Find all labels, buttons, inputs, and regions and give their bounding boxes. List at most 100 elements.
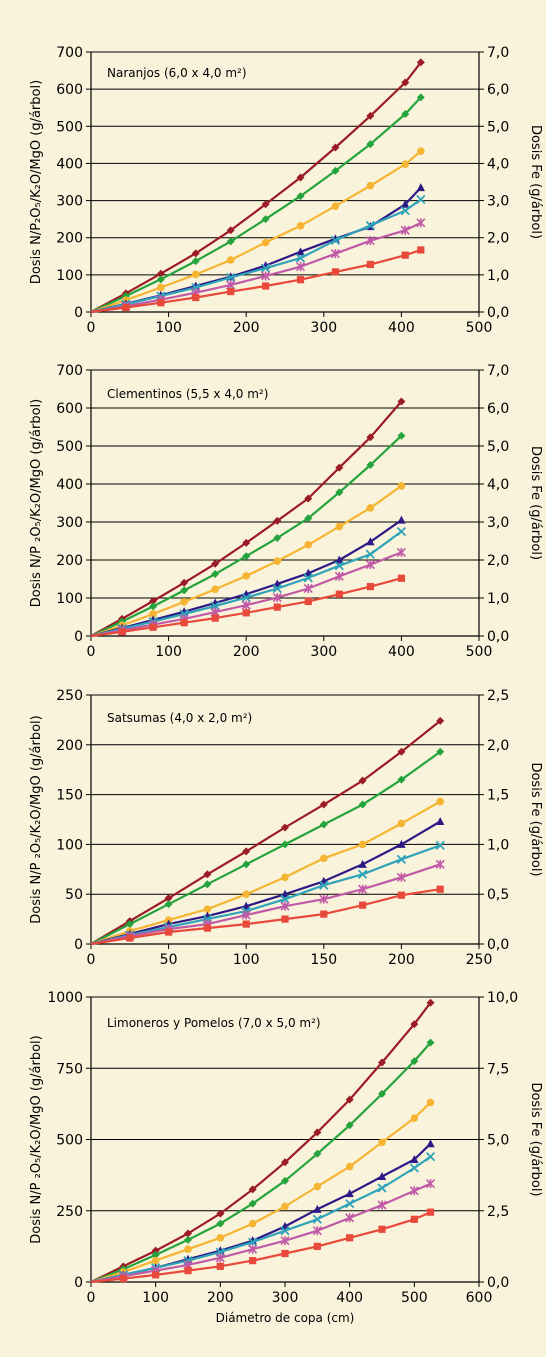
data-point <box>180 586 189 595</box>
series-7 <box>90 1208 435 1284</box>
data-point <box>366 433 375 442</box>
data-point <box>248 1199 257 1208</box>
data-point <box>157 283 165 292</box>
data-point <box>334 571 344 581</box>
data-point <box>378 1225 386 1233</box>
y2-tick-label: 2,0 <box>487 738 509 754</box>
data-point <box>331 166 340 175</box>
data-point <box>397 397 406 406</box>
y-tick-label: 500 <box>56 1133 83 1149</box>
y2-tick-label: 0,0 <box>487 937 509 953</box>
data-point <box>400 225 410 235</box>
y-tick-label: 0 <box>74 1275 83 1291</box>
data-point <box>397 431 406 440</box>
data-point <box>295 262 306 272</box>
data-point <box>425 1151 436 1162</box>
y2-axis-label: Dosis Fe (g/árbol) <box>528 125 543 239</box>
data-point <box>273 603 281 611</box>
data-point <box>401 199 410 208</box>
y-tick-label: 500 <box>56 439 83 455</box>
data-point <box>416 93 425 102</box>
data-point <box>366 181 375 190</box>
data-point <box>273 557 282 565</box>
data-point <box>435 840 445 851</box>
chart-title: Limoneros y Pomelos (7,0 x 5,0 m²) <box>107 1016 321 1030</box>
y-tick-label: 0 <box>74 629 83 645</box>
data-point <box>273 516 282 525</box>
series-line <box>90 750 441 945</box>
x-tick-label: 100 <box>233 952 260 968</box>
data-point <box>281 823 289 832</box>
y2-tick-label: 1,0 <box>487 591 509 607</box>
data-point <box>241 910 251 920</box>
data-point <box>261 200 270 209</box>
y-tick-label: 200 <box>56 231 83 247</box>
data-point <box>227 287 235 296</box>
data-point <box>272 583 282 594</box>
y2-tick-label: 0,0 <box>487 305 509 321</box>
data-point <box>426 1038 435 1047</box>
data-point <box>410 1057 419 1066</box>
data-point <box>191 270 200 279</box>
chart-2: 0 0,0 100 1,0 200 2,0 300 3,0 400 4,0 500 5,0 600 6,0… <box>29 363 543 660</box>
y2-tick-label: 2,0 <box>487 231 509 247</box>
data-point <box>416 218 426 228</box>
data-point <box>184 1229 192 1238</box>
data-point <box>313 1149 322 1158</box>
data-point <box>396 872 406 882</box>
y-tick-label: 250 <box>56 688 83 704</box>
data-point <box>426 1098 435 1107</box>
x-tick-label: 100 <box>155 644 182 660</box>
data-point <box>180 598 188 606</box>
y2-tick-label: 6,0 <box>487 401 509 417</box>
data-point <box>156 275 165 284</box>
y-tick-label: 100 <box>56 268 83 284</box>
y2-tick-label: 7,0 <box>487 45 509 61</box>
series-line <box>90 1155 432 1284</box>
y-tick-label: 250 <box>56 1204 83 1220</box>
y-tick-label: 400 <box>56 477 83 493</box>
data-point <box>359 901 367 909</box>
data-point <box>330 249 341 259</box>
x-tick-label: 500 <box>466 320 493 336</box>
data-point <box>261 238 270 247</box>
y2-tick-label: 7,5 <box>487 1061 509 1077</box>
data-point <box>125 920 134 929</box>
data-point <box>203 870 212 879</box>
data-point <box>242 552 251 561</box>
data-point <box>281 1249 289 1258</box>
x-tick-label: 0 <box>87 644 96 660</box>
y2-tick-label: 6,0 <box>487 82 509 98</box>
y2-tick-label: 2,5 <box>487 1204 509 1220</box>
y-tick-label: 700 <box>56 45 83 61</box>
data-point <box>335 488 344 497</box>
data-point <box>151 1256 160 1265</box>
series-6 <box>90 218 426 314</box>
chart-title: Satsumas (4,0 x 2,0 m²) <box>107 711 252 725</box>
series-line <box>90 888 441 946</box>
data-point <box>436 747 445 756</box>
data-point <box>397 515 406 524</box>
y-tick-label: 600 <box>56 401 83 417</box>
data-point <box>366 537 375 546</box>
series-5 <box>90 840 445 946</box>
data-point <box>149 623 157 631</box>
data-point <box>335 590 343 598</box>
data-point <box>416 58 425 67</box>
data-point <box>366 260 374 269</box>
y-tick-label: 200 <box>56 553 83 569</box>
data-point <box>226 226 235 235</box>
x-tick-label: 150 <box>310 952 337 968</box>
data-point <box>281 873 289 882</box>
data-point <box>426 1139 435 1148</box>
chart-title: Naranjos (6,0 x 4,0 m²) <box>107 66 247 80</box>
data-point <box>410 1020 419 1029</box>
data-point <box>377 1183 387 1193</box>
y2-tick-label: 7,0 <box>487 363 509 379</box>
data-point <box>331 202 340 210</box>
data-point <box>397 482 406 490</box>
x-tick-label: 400 <box>388 644 415 660</box>
y-tick-label: 400 <box>56 156 83 172</box>
y-axis-label: Dosis N/P ₂O₅/K₂O/MgO (g/árbol) <box>29 399 44 607</box>
y2-tick-label: 0,0 <box>487 1275 509 1291</box>
